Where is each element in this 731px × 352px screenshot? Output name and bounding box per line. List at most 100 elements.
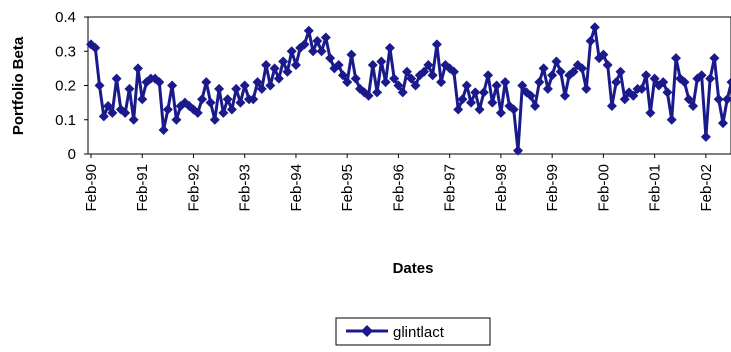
data-point bbox=[525, 90, 536, 101]
data-point bbox=[679, 77, 690, 88]
data-point bbox=[111, 73, 122, 84]
x-tick-label: Feb-95 bbox=[339, 164, 356, 212]
data-point bbox=[162, 104, 173, 115]
plot-area bbox=[87, 16, 731, 155]
data-point bbox=[299, 39, 310, 50]
data-point bbox=[513, 145, 523, 156]
data-point bbox=[226, 104, 237, 115]
x-tick-label: Feb-01 bbox=[647, 164, 664, 212]
data-point bbox=[192, 107, 203, 118]
data-point bbox=[585, 35, 596, 46]
data-point bbox=[602, 59, 613, 70]
x-tick-label: Feb-92 bbox=[185, 164, 202, 212]
legend-diamond-marker bbox=[361, 325, 373, 337]
data-point bbox=[470, 87, 481, 98]
data-point bbox=[641, 70, 652, 81]
y-tick-label: 0.2 bbox=[55, 78, 76, 95]
data-point bbox=[551, 56, 562, 67]
x-tick-label: Feb-99 bbox=[544, 164, 561, 212]
data-point bbox=[500, 77, 511, 88]
data-point bbox=[231, 83, 242, 94]
y-tick-label: 0.1 bbox=[55, 112, 76, 129]
data-point bbox=[308, 46, 319, 57]
data-point bbox=[474, 104, 485, 115]
data-point bbox=[154, 77, 165, 88]
data-point bbox=[380, 77, 391, 88]
data-point bbox=[363, 90, 374, 101]
data-point bbox=[171, 114, 182, 125]
data-point bbox=[478, 87, 489, 98]
data-point bbox=[286, 46, 297, 57]
data-point bbox=[209, 114, 220, 125]
data-point bbox=[235, 97, 246, 108]
data-point bbox=[431, 39, 442, 50]
legend-box bbox=[335, 317, 491, 346]
data-point bbox=[239, 80, 250, 91]
data-point bbox=[256, 83, 267, 94]
data-point bbox=[466, 97, 477, 108]
data-point bbox=[628, 90, 639, 101]
data-point bbox=[94, 80, 105, 91]
data-point bbox=[410, 80, 421, 91]
x-tick-label: Feb-97 bbox=[442, 164, 459, 212]
data-point bbox=[124, 83, 135, 94]
data-point bbox=[197, 94, 208, 105]
data-point bbox=[688, 101, 699, 112]
data-point bbox=[261, 59, 272, 70]
data-point bbox=[120, 107, 131, 118]
data-point bbox=[269, 63, 280, 74]
data-point bbox=[214, 83, 225, 94]
x-tick-label: Feb-02 bbox=[698, 164, 715, 212]
x-tick-label: Feb-96 bbox=[390, 164, 407, 212]
data-point bbox=[218, 107, 229, 118]
data-point bbox=[436, 77, 447, 88]
data-point bbox=[517, 80, 528, 91]
data-point bbox=[534, 77, 545, 88]
data-point bbox=[645, 107, 656, 118]
data-point bbox=[303, 25, 314, 36]
data-point bbox=[717, 118, 728, 129]
data-point bbox=[273, 73, 284, 84]
data-point bbox=[252, 77, 263, 88]
data-point bbox=[401, 66, 412, 77]
data-point bbox=[705, 73, 716, 84]
data-point bbox=[98, 111, 109, 122]
x-tick-label: Feb-94 bbox=[288, 164, 305, 212]
data-point bbox=[670, 53, 681, 64]
data-point bbox=[367, 59, 378, 70]
y-tick-label: 0.4 bbox=[55, 9, 76, 26]
data-point bbox=[389, 73, 400, 84]
data-point bbox=[393, 80, 404, 91]
data-point bbox=[372, 87, 383, 98]
data-point bbox=[683, 94, 694, 105]
data-point bbox=[158, 125, 169, 136]
data-point bbox=[700, 131, 711, 142]
data-point bbox=[107, 107, 118, 118]
data-point bbox=[487, 97, 498, 108]
data-point bbox=[103, 101, 114, 112]
data-point bbox=[568, 66, 579, 77]
data-point bbox=[90, 42, 101, 53]
y-axis-title: Portfolio Beta bbox=[10, 36, 27, 135]
data-point bbox=[423, 59, 434, 70]
data-point bbox=[542, 83, 553, 94]
data-point bbox=[137, 94, 148, 105]
data-point bbox=[662, 87, 673, 98]
data-point bbox=[577, 63, 588, 74]
x-axis-title: Dates bbox=[393, 260, 434, 277]
data-point bbox=[461, 80, 472, 91]
data-point bbox=[337, 70, 348, 81]
series-glintlact bbox=[86, 22, 731, 156]
data-point bbox=[538, 63, 549, 74]
data-point bbox=[666, 114, 677, 125]
data-point bbox=[384, 42, 395, 53]
data-point bbox=[222, 94, 233, 105]
data-point bbox=[589, 22, 600, 33]
data-point bbox=[696, 70, 707, 81]
data-point bbox=[406, 73, 417, 84]
data-point bbox=[615, 66, 626, 77]
data-point bbox=[342, 77, 353, 88]
data-point bbox=[555, 66, 566, 77]
data-point bbox=[248, 94, 259, 105]
